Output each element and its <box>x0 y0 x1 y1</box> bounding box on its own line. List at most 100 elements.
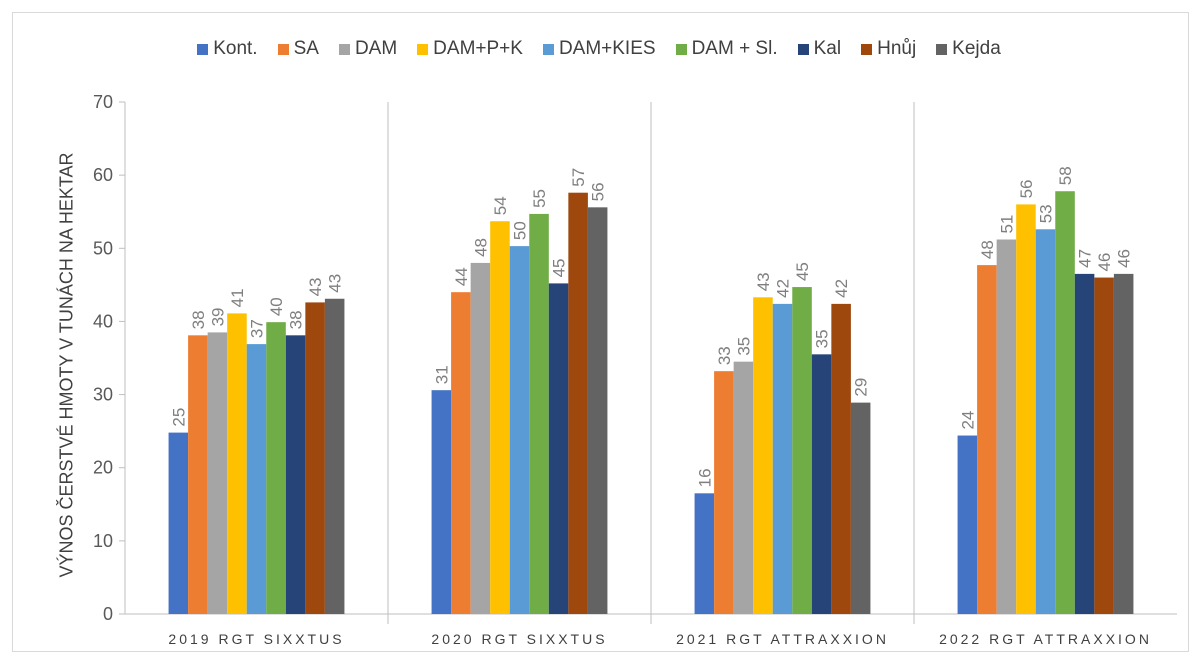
data-label: 56 <box>589 182 608 201</box>
legend-swatch <box>861 43 873 55</box>
bar <box>957 435 978 614</box>
legend-swatch <box>797 43 809 55</box>
x-category-label: 2021 RGT ATTRAXXION <box>676 631 889 647</box>
legend-swatch <box>542 43 554 55</box>
data-label: 39 <box>208 307 227 326</box>
data-label: 29 <box>852 378 871 397</box>
data-label: 54 <box>491 196 510 215</box>
data-label: 25 <box>169 408 188 427</box>
data-label: 42 <box>832 279 851 298</box>
data-label: 40 <box>267 297 286 316</box>
bar <box>324 298 345 614</box>
x-category-label: 2019 RGT SIXXTUS <box>168 631 344 647</box>
legend-label: DAM+KIES <box>558 38 656 59</box>
x-category-label: 2022 RGT ATTRAXXION <box>939 631 1152 647</box>
bar <box>977 265 997 614</box>
legend-item: Kejda <box>936 38 1001 60</box>
bar <box>1094 277 1114 614</box>
legend-item: Kont. <box>197 38 258 60</box>
data-label: 45 <box>550 258 569 277</box>
data-label: 58 <box>1056 166 1075 185</box>
y-tick-label: 50 <box>93 238 113 258</box>
x-category-label: 2020 RGT SIXXTUS <box>431 631 607 647</box>
legend-swatch <box>417 43 429 55</box>
data-label: 35 <box>734 337 753 356</box>
bar <box>587 207 608 614</box>
bar <box>548 283 569 614</box>
bar <box>568 192 588 614</box>
data-label: 46 <box>1115 249 1134 268</box>
bar <box>831 303 851 614</box>
legend-label: DAM + Sl. <box>691 38 778 59</box>
data-label: 24 <box>958 411 977 430</box>
data-label: 43 <box>306 277 325 296</box>
data-label: 43 <box>326 274 345 293</box>
data-label: 46 <box>1095 253 1114 272</box>
bar <box>1035 229 1056 615</box>
y-tick-label: 30 <box>93 385 113 405</box>
legend-item: DAM+P+K <box>417 38 523 60</box>
y-tick-label: 40 <box>93 311 113 331</box>
data-label: 48 <box>978 240 997 259</box>
data-label: 50 <box>511 221 530 240</box>
data-label: 44 <box>452 267 471 286</box>
data-label: 47 <box>1076 249 1095 268</box>
bar <box>431 390 452 614</box>
bar <box>285 335 306 614</box>
legend-label: Hnůj <box>877 38 917 59</box>
data-label: 38 <box>287 310 306 329</box>
legend-item: DAM <box>338 38 398 60</box>
data-label: 31 <box>432 365 451 384</box>
data-label: 55 <box>530 189 549 208</box>
data-label: 41 <box>228 288 247 307</box>
data-label: 42 <box>774 279 793 298</box>
data-label: 43 <box>754 272 773 291</box>
bar <box>509 246 530 614</box>
bar <box>529 213 549 614</box>
y-tick-label: 10 <box>93 531 113 551</box>
legend-label: SA <box>293 38 319 59</box>
legend-swatch <box>675 43 687 55</box>
bar <box>490 221 510 615</box>
chart-legend: Kont. SA DAM DAM+P+K DAM+KIES DAM + Sl. Kal Hnů… <box>0 38 1198 60</box>
legend-item: SA <box>277 38 319 60</box>
bar <box>1055 191 1075 614</box>
legend-label: Kejda <box>952 38 1001 59</box>
data-label: 38 <box>189 310 208 329</box>
data-label: 37 <box>248 319 267 338</box>
bar <box>733 361 754 614</box>
bar <box>694 493 715 614</box>
legend-item: Kal <box>797 38 842 60</box>
bar <box>996 239 1017 614</box>
legend-item: Hnůj <box>861 38 916 60</box>
data-label: 51 <box>997 215 1016 234</box>
bar <box>451 292 471 614</box>
bar <box>168 432 189 614</box>
data-label: 33 <box>715 346 734 365</box>
bar <box>266 322 286 614</box>
bar <box>227 313 247 614</box>
y-tick-label: 0 <box>103 604 113 624</box>
legend-label: DAM+P+K <box>433 38 523 59</box>
bar <box>246 344 267 614</box>
legend-swatch <box>936 43 948 55</box>
bar <box>1113 273 1134 614</box>
legend-item: DAM + Sl. <box>675 38 778 60</box>
y-tick-label: 70 <box>93 92 113 112</box>
bar <box>188 335 208 614</box>
bar <box>305 302 325 614</box>
data-label: 16 <box>695 468 714 487</box>
legend-label: DAM <box>354 38 398 59</box>
data-label: 35 <box>813 329 832 348</box>
bar <box>1074 273 1095 614</box>
legend-label: Kont. <box>213 38 258 59</box>
legend-label: Kal <box>813 38 842 59</box>
data-label: 57 <box>569 168 588 187</box>
data-label: 45 <box>793 262 812 281</box>
y-tick-label: 20 <box>93 458 113 478</box>
bar <box>792 287 812 614</box>
legend-swatch <box>338 43 350 55</box>
data-label: 53 <box>1037 204 1056 223</box>
y-tick-label: 60 <box>93 165 113 185</box>
data-label: 56 <box>1017 179 1036 198</box>
